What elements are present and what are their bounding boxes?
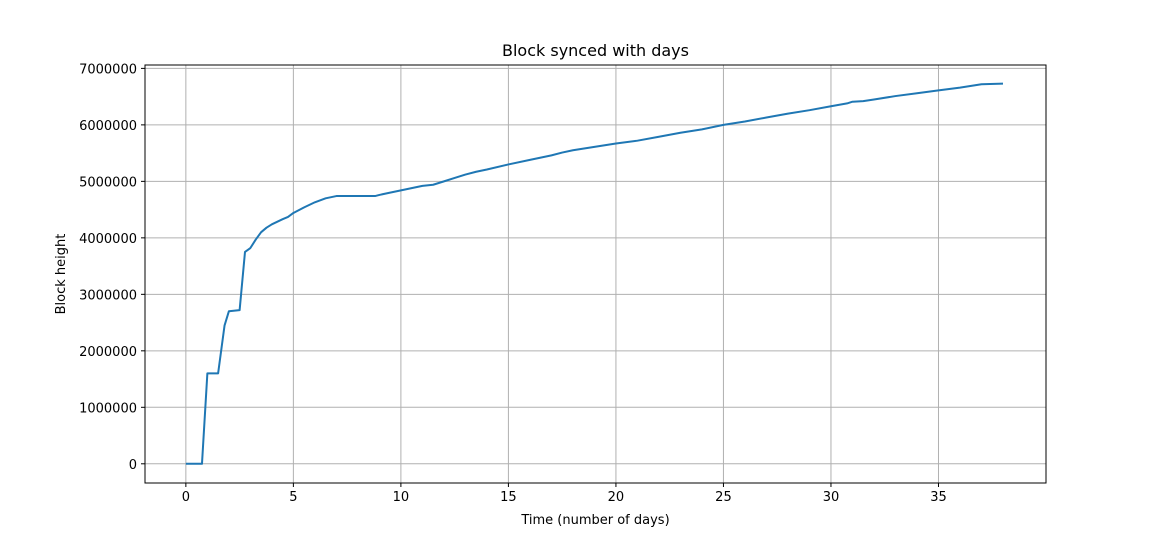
x-axis-label: Time (number of days) <box>520 513 669 528</box>
y-tick-label: 5000000 <box>79 175 137 190</box>
x-tick-label: 5 <box>289 490 297 505</box>
plot-frame <box>144 64 1047 484</box>
axis-ticks: 0 5 10 15 20 25 30 35 0 1000000 2000000 3000000 4000… <box>79 62 947 505</box>
y-tick-label: 2000000 <box>79 345 137 360</box>
x-tick-label: 15 <box>500 490 517 505</box>
x-tick-label: 25 <box>715 490 732 505</box>
x-tick-label: 0 <box>182 490 190 505</box>
y-axis-label: Block height <box>54 234 69 315</box>
chart-title: Block synced with days <box>502 41 689 60</box>
x-tick-label: 35 <box>930 490 947 505</box>
series-layer <box>185 82 1004 465</box>
x-tick-label: 30 <box>823 490 840 505</box>
grid <box>145 65 1046 483</box>
y-tick-label: 6000000 <box>79 119 137 134</box>
x-tick-label: 10 <box>393 490 410 505</box>
series-line <box>185 82 1004 465</box>
y-tick-label: 1000000 <box>79 401 137 416</box>
y-tick-label: 0 <box>129 458 137 473</box>
x-tick-label: 20 <box>608 490 625 505</box>
y-tick-label: 7000000 <box>79 62 137 77</box>
y-tick-label: 4000000 <box>79 232 137 247</box>
y-tick-label: 3000000 <box>79 288 137 303</box>
